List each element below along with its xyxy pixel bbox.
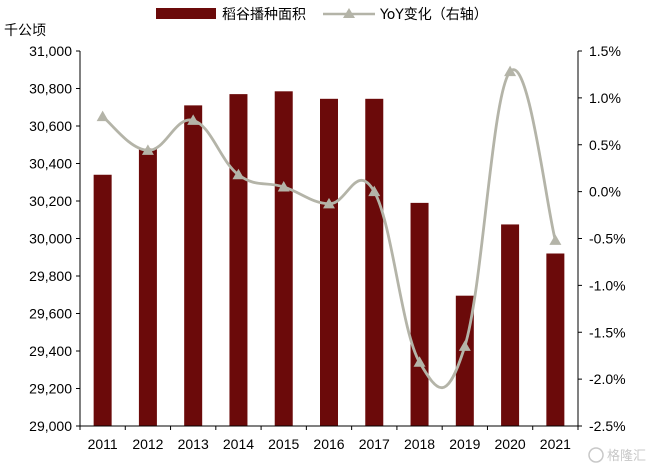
yoy-point-2014: [232, 168, 245, 180]
left-tick-label: 29,800: [29, 268, 72, 284]
line-series: [96, 65, 562, 389]
right-tick-label: -0.5%: [589, 231, 626, 247]
legend-line-marker: [343, 8, 355, 18]
left-tick-label: 30,400: [29, 156, 72, 172]
x-axis: 2011 2012 2013 2014 2015 2016 2017 2018 2019 2020…: [79, 425, 579, 452]
bar-2013: [184, 105, 203, 426]
bar-2015: [274, 91, 293, 426]
watermark-logo-icon: [588, 447, 604, 463]
x-tick-label: 2011: [88, 436, 118, 452]
left-tick-label: 29,000: [29, 418, 72, 434]
left-axis: 29,000 29,200 29,400 29,600 29,800 30,000 30,2…: [29, 43, 81, 434]
left-tick-label: 30,800: [29, 81, 72, 97]
bar-2020: [501, 224, 520, 426]
legend: 稻谷播种面积 YoY变化（右轴）: [156, 7, 488, 23]
yoy-point-2020: [504, 65, 517, 77]
yoy-point-2012: [141, 144, 154, 155]
left-tick-label: 30,200: [29, 193, 72, 209]
right-tick-label: -2.0%: [589, 371, 626, 387]
x-tick-label: 2021: [540, 436, 571, 452]
left-tick-label: 29,600: [29, 306, 72, 322]
left-tick-label: 29,200: [29, 381, 72, 397]
left-tick-label: 31,000: [29, 43, 72, 59]
right-tick-label: 1.0%: [589, 90, 621, 106]
right-tick-label: 1.5%: [589, 43, 621, 59]
bar-2016: [320, 98, 338, 426]
legend-bar-label: 稻谷播种面积: [222, 7, 306, 23]
left-axis-unit: 千公顷: [4, 23, 46, 39]
yoy-point-2019: [458, 340, 471, 351]
x-tick-label: 2018: [404, 436, 435, 452]
bar-2011: [93, 174, 112, 426]
yoy-point-2017: [368, 185, 381, 197]
watermark: 格隆汇: [588, 447, 646, 464]
left-tick-label: 29,400: [29, 343, 72, 359]
x-tick-label: 2016: [313, 436, 344, 452]
left-tick-label: 30,000: [29, 231, 72, 247]
x-tick-label: 2013: [178, 436, 209, 452]
legend-bar-swatch: [156, 8, 216, 19]
left-tick-label: 30,600: [29, 118, 72, 134]
watermark-text: 格隆汇: [607, 448, 646, 464]
x-tick-label: 2012: [132, 436, 163, 452]
yoy-point-2016: [323, 197, 335, 209]
yoy-point-2013: [187, 114, 200, 125]
x-tick-label: 2014: [223, 436, 254, 452]
right-tick-label: -1.0%: [589, 277, 626, 293]
legend-line-label: YoY变化（右轴）: [379, 7, 488, 23]
right-tick-label: -2.5%: [589, 418, 626, 434]
right-tick-label: 0.5%: [589, 137, 621, 153]
bar-series: [93, 91, 565, 426]
yoy-point-2015: [277, 180, 290, 192]
yoy-point-2018: [413, 356, 426, 367]
right-tick-label: -1.5%: [589, 324, 626, 340]
right-tick-label: 0.0%: [589, 184, 621, 200]
x-tick-label: 2017: [359, 436, 390, 452]
yoy-point-2011: [96, 110, 109, 122]
x-tick-label: 2020: [495, 436, 526, 452]
yoy-point-2021: [549, 234, 562, 245]
bar-2012: [138, 148, 157, 426]
bar-2017: [365, 98, 384, 426]
right-axis: -2.5% -2.0% -1.5% -1.0% -0.5% 0.0% 0.5% 1.0% 1.5…: [577, 43, 626, 434]
bar-2014: [229, 94, 248, 426]
x-tick-label: 2015: [268, 436, 299, 452]
x-tick-label: 2019: [449, 436, 480, 452]
bar-2021: [546, 253, 565, 426]
bar-2018: [410, 202, 429, 426]
